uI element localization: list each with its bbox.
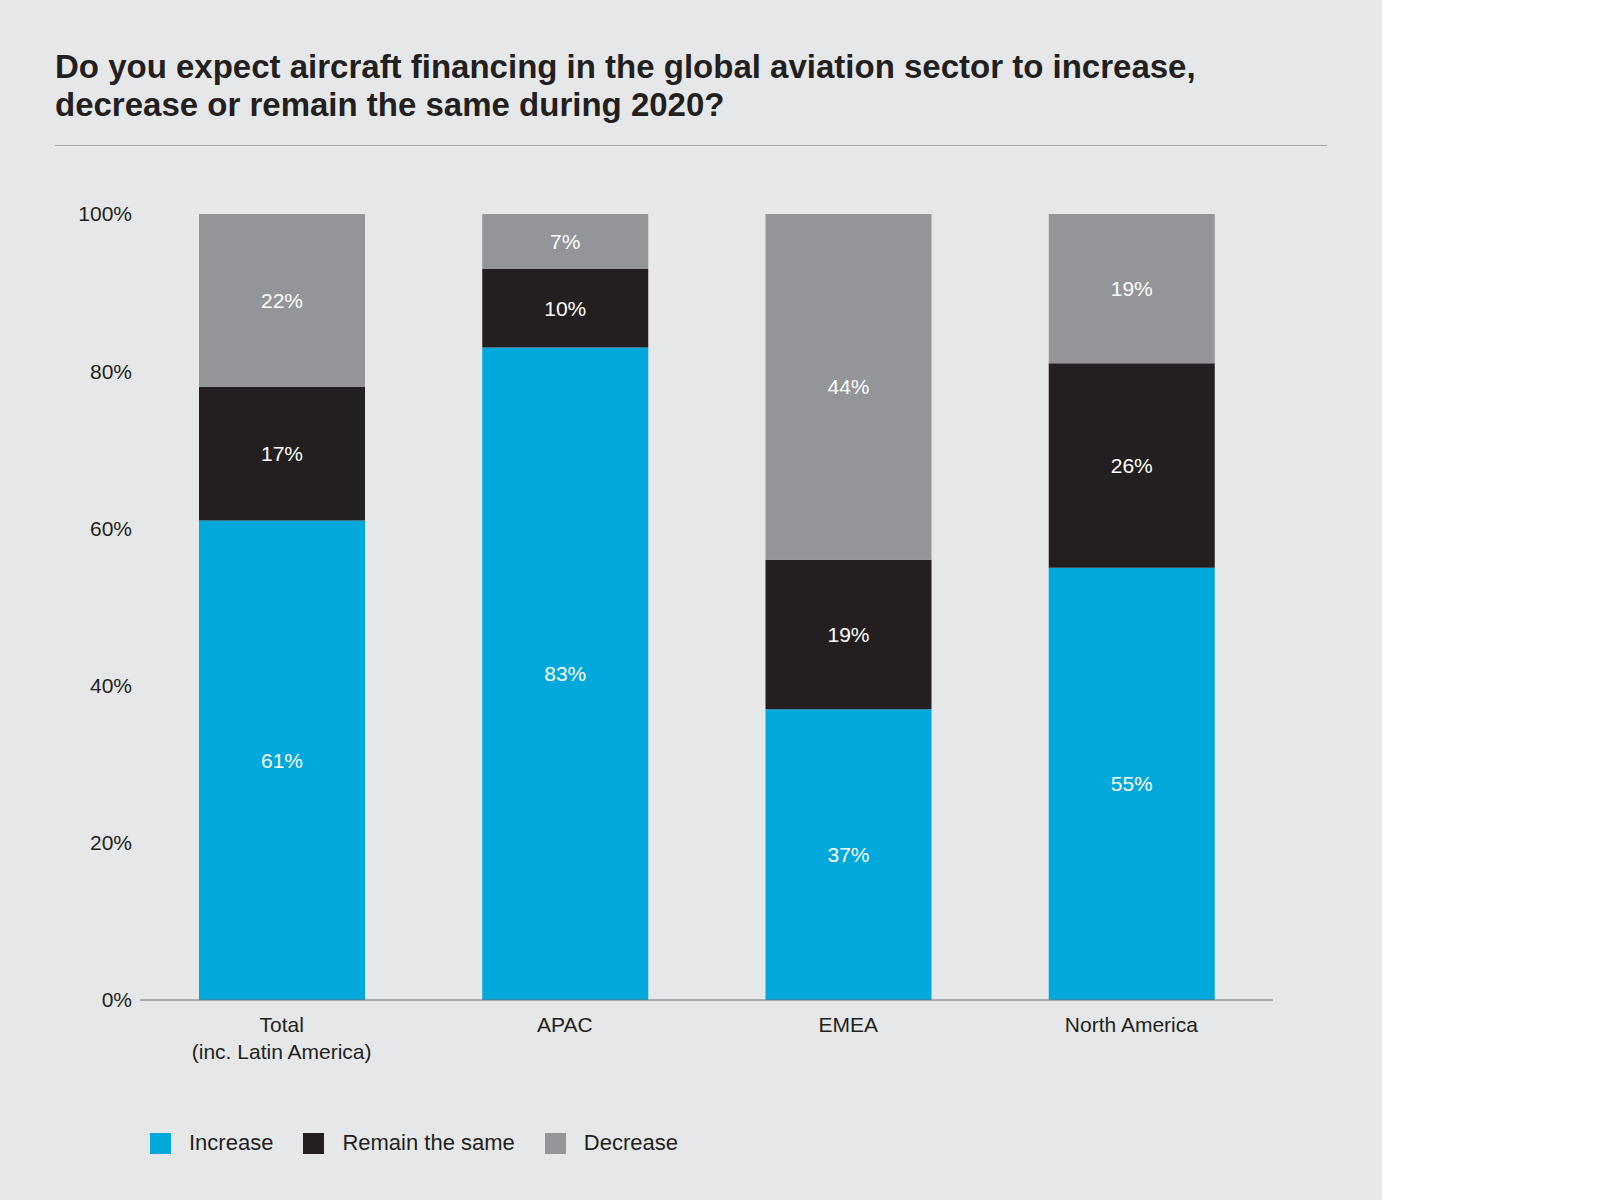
html-text:Do you expect aircraft financi: Do you expect aircraft financing in the … <box>55 48 1196 123</box>
svg-text:80%: 80% <box>90 360 132 383</box>
svg-text:100%: 100% <box>78 202 132 225</box>
svg-text:19%: 19% <box>1111 277 1153 300</box>
svg-text:17%: 17% <box>261 442 303 465</box>
svg-text:61%: 61% <box>261 749 303 772</box>
svg-text:44%: 44% <box>827 375 869 398</box>
svg-text:55%: 55% <box>1111 772 1153 795</box>
svg-text:Total(inc. Latin America): Total(inc. Latin America) <box>192 1013 372 1063</box>
svg-text:40%: 40% <box>90 674 132 697</box>
svg-text:7%: 7% <box>550 230 580 253</box>
html-text:Decrease: Decrease <box>583 1130 678 1155</box>
svg-text:60%: 60% <box>90 517 132 540</box>
svg-text:26%: 26% <box>1111 454 1153 477</box>
svg-text:EMEA: EMEA <box>818 1013 878 1036</box>
html-text:Increase: Increase <box>189 1130 274 1155</box>
svg-text:North America: North America <box>1065 1013 1198 1036</box>
html-text:Remain the same: Remain the same <box>342 1130 515 1155</box>
svg-text:20%: 20% <box>90 831 132 854</box>
svg-text:83%: 83% <box>544 662 586 685</box>
svg-text:APAC: APAC <box>537 1013 593 1036</box>
svg-text:19%: 19% <box>827 623 869 646</box>
svg-text:37%: 37% <box>827 843 869 866</box>
svg-text:10%: 10% <box>544 297 586 320</box>
svg-text:22%: 22% <box>261 289 303 312</box>
svg-text:0%: 0% <box>102 988 132 1011</box>
